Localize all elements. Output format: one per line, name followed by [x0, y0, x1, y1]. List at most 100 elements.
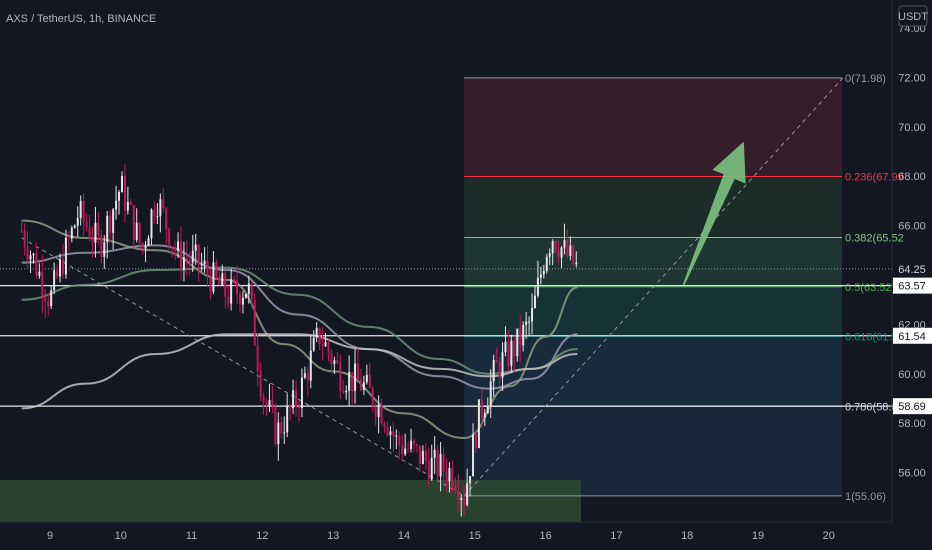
candle-body [244, 294, 247, 298]
candle-body [165, 208, 168, 229]
projection-arrow[interactable] [682, 141, 746, 286]
price-line-label: 63.57 [898, 281, 926, 293]
candle-body [41, 271, 44, 297]
candle-body [457, 490, 460, 501]
candle-body [177, 241, 180, 251]
candle-body [404, 448, 407, 455]
candle-body [274, 406, 277, 445]
candle-body [356, 363, 359, 380]
candle-body [324, 342, 327, 347]
candle-body [533, 295, 536, 308]
fibonacci-labels: 0(71.98) 0.236(67.99 0.382(65.52 0.5(63.52)… [845, 73, 904, 503]
x-tick-label: 13 [327, 530, 339, 542]
x-tick-label: 17 [610, 530, 622, 542]
candle-body [359, 379, 362, 390]
y-tick-label: 56.00 [898, 468, 926, 480]
candle-body [507, 341, 510, 366]
candle-body [215, 262, 218, 277]
candle-body [188, 259, 191, 263]
candle-body [147, 237, 150, 247]
candle-body [88, 227, 91, 240]
candle-body [519, 328, 522, 346]
trend-line [463, 77, 844, 497]
candle-body [342, 391, 345, 393]
fibonacci-zones [464, 77, 842, 496]
time-axis[interactable]: 9 10 11 12 13 14 15 16 17 18 19 20 [47, 530, 835, 542]
candle-body [445, 472, 448, 482]
fib-level-label: 0.382(65.52 [845, 232, 904, 244]
candle-body [103, 242, 106, 257]
candle-body [259, 371, 262, 397]
candle-body [271, 399, 274, 407]
candle-body [492, 359, 495, 382]
candle-body [489, 381, 492, 407]
candle-body [560, 247, 563, 258]
price-line-box [893, 277, 932, 294]
candle-body [85, 221, 88, 228]
y-tick-label: 66.00 [898, 221, 926, 233]
candle-body [466, 483, 469, 505]
candle-body [76, 218, 79, 226]
candle-body [236, 280, 239, 295]
candle-body [525, 321, 528, 325]
candle-body [289, 405, 292, 409]
candle-body [292, 390, 295, 409]
candle-body [200, 264, 203, 266]
candle-body [26, 246, 29, 260]
candle-body [280, 422, 283, 434]
candle-body [501, 352, 504, 378]
candle-body [35, 253, 38, 276]
candle-body [374, 406, 377, 418]
candle-body [247, 283, 250, 295]
candle-body [297, 407, 300, 409]
candle-body [132, 204, 135, 240]
currency-badge[interactable] [898, 5, 928, 27]
fib-zone [464, 286, 842, 337]
candle-body [227, 296, 230, 304]
candle-body [197, 244, 200, 265]
candle-body [330, 353, 333, 364]
candle-body [283, 432, 286, 434]
candle-body [171, 246, 174, 248]
candle-body [70, 227, 73, 239]
candle-body [206, 260, 209, 275]
candle-body [262, 396, 265, 403]
candle-body [123, 175, 126, 211]
candle-body [32, 253, 35, 256]
candle-body [410, 440, 413, 449]
candle-body [395, 435, 398, 437]
candle-body [536, 277, 539, 296]
projection-arrow-shape[interactable] [682, 141, 746, 286]
candle-body [572, 245, 575, 265]
y-tick-label: 70.00 [898, 122, 926, 134]
candle-body [162, 199, 165, 209]
candle-body [513, 340, 516, 357]
candle-body [486, 406, 489, 414]
moving-average-line [21, 244, 578, 390]
candle-body [23, 230, 26, 247]
candle-body [480, 399, 483, 418]
candle-body [64, 237, 67, 275]
candle-body [230, 279, 233, 304]
candle-body [100, 235, 103, 257]
candle-body [469, 476, 472, 484]
candle-body [159, 199, 162, 217]
x-tick-label: 16 [539, 530, 551, 542]
candle-body [174, 247, 177, 251]
fib-zone [464, 176, 842, 238]
x-tick-label: 18 [681, 530, 693, 542]
candle-body [194, 244, 197, 251]
x-tick-label: 9 [47, 530, 53, 542]
x-tick-label: 20 [823, 530, 835, 542]
candle-body [309, 350, 312, 381]
candle-body [510, 340, 513, 366]
fib-level-label: 0.786(58.68 [845, 401, 904, 413]
candle-body [168, 228, 171, 247]
candle-body [548, 253, 551, 257]
candle-body [348, 372, 351, 391]
candle-body [209, 274, 212, 292]
candle-body [371, 387, 374, 407]
candle-body [362, 382, 365, 390]
